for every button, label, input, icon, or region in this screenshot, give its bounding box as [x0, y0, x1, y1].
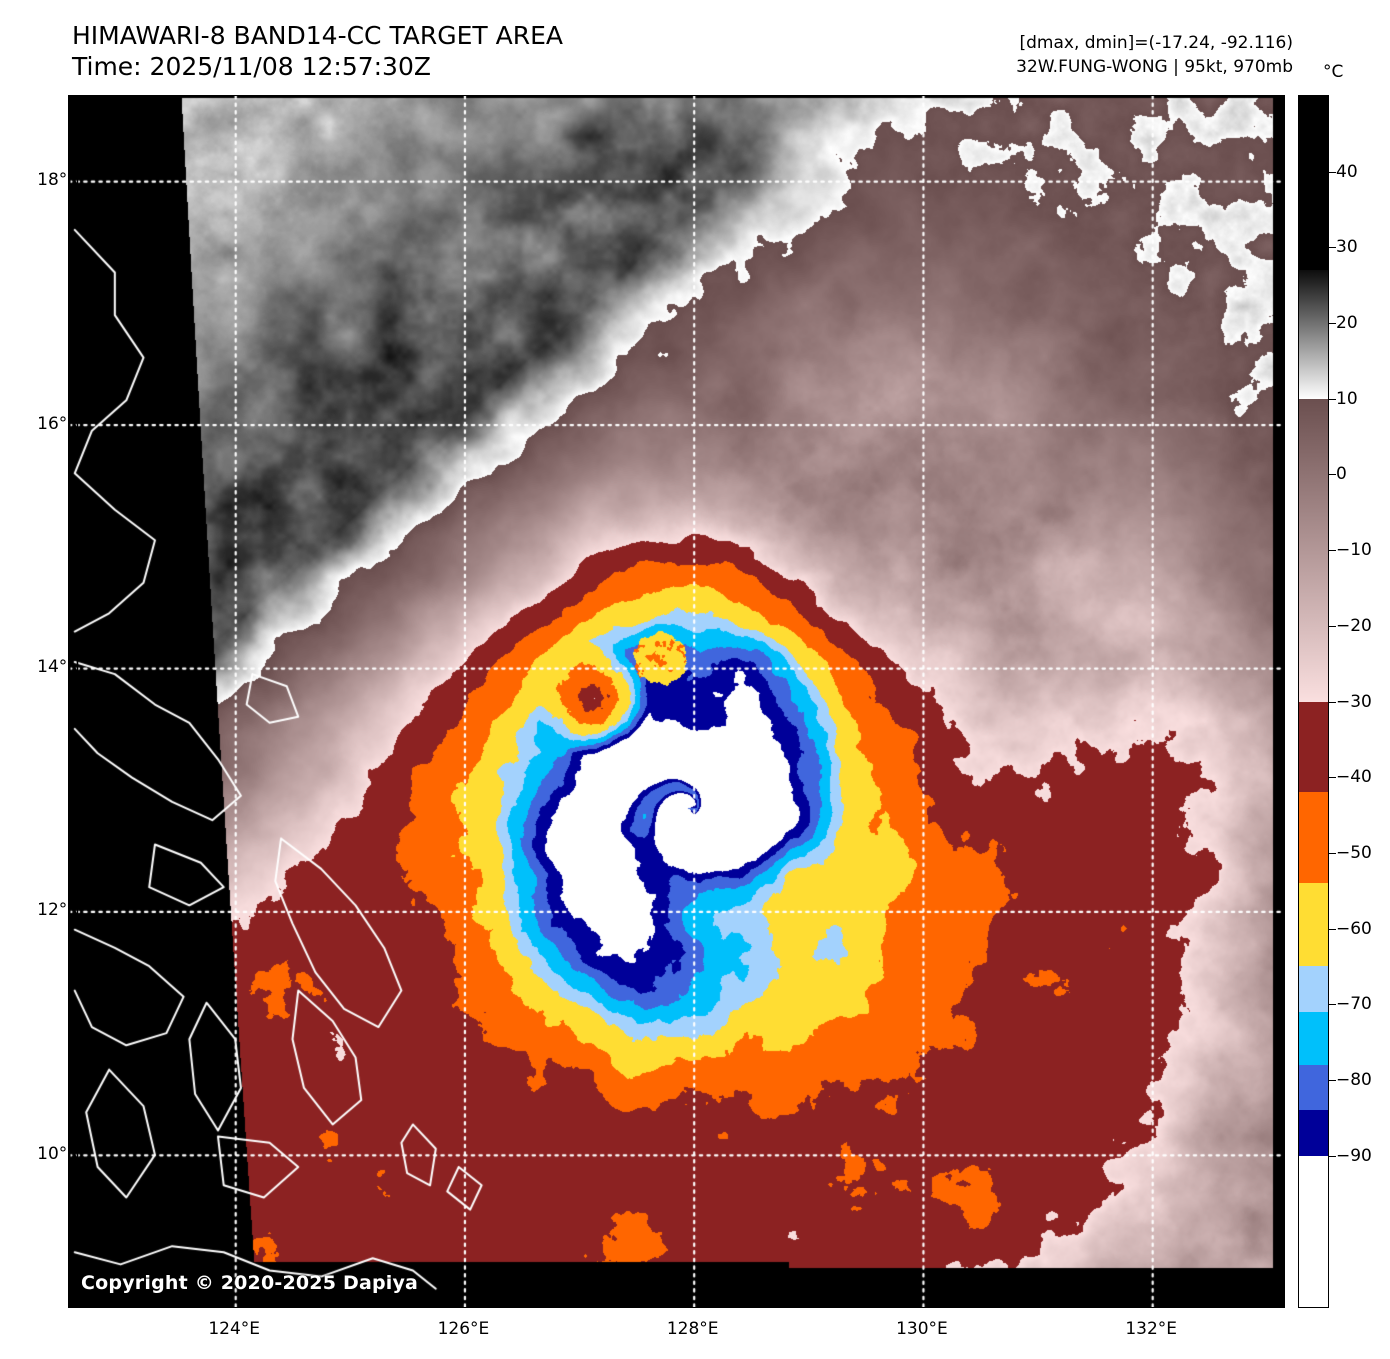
- colorbar-tick-label: 10: [1336, 388, 1358, 409]
- colorbar-tick-label: −10: [1336, 540, 1372, 561]
- x-axis-tick-label: 130°E: [896, 1319, 948, 1339]
- colorbar-tick-label: −50: [1336, 842, 1372, 863]
- colorbar-tick-mark: [1329, 398, 1336, 400]
- y-axis-tick-label: 10°N: [37, 1143, 80, 1164]
- x-axis-tick-label: 126°E: [437, 1319, 490, 1339]
- colorbar-tick-label: −60: [1336, 918, 1372, 939]
- y-axis-tick-label: 18°N: [37, 170, 80, 191]
- y-axis-tick-label: 12°N: [37, 900, 80, 921]
- colorbar-tick-mark: [1329, 1004, 1336, 1006]
- colorbar-unit-label: °C: [1323, 62, 1344, 82]
- colorbar-tick-label: −20: [1336, 615, 1372, 636]
- colorbar-tick-label: −30: [1336, 691, 1372, 712]
- colorbar-tick-mark: [1329, 852, 1336, 854]
- colorbar-segment: [1299, 1155, 1328, 1307]
- page-title: HIMAWARI-8 BAND14-CC TARGET AREA: [72, 21, 564, 50]
- colorbar-segment: [1299, 1110, 1328, 1156]
- storm-info-label: 32W.FUNG-WONG | 95kt, 970mb: [1016, 57, 1293, 77]
- timestamp-label: Time: 2025/11/08 12:57:30Z: [72, 52, 431, 81]
- colorbar-segment: [1299, 398, 1328, 702]
- title-block: HIMAWARI-8 BAND14-CC TARGET AREA Time: 2…: [72, 20, 772, 82]
- colorbar-tick-mark: [1329, 323, 1336, 325]
- colorbar-tick-label: 30: [1336, 237, 1358, 258]
- colorbar-tick-label: 20: [1336, 313, 1358, 334]
- y-axis-tick-label: 14°N: [37, 657, 80, 678]
- colorbar-tick-mark: [1329, 777, 1336, 779]
- colorbar-tick-mark: [1329, 247, 1336, 249]
- colorbar-tick-mark: [1329, 701, 1336, 703]
- colorbar-tick-label: −90: [1336, 1145, 1372, 1166]
- colorbar-segment: [1299, 966, 1328, 1012]
- colorbar-tick-mark: [1329, 928, 1336, 930]
- colorbar-segment: [1299, 270, 1328, 399]
- satellite-image-plot[interactable]: Copyright © 2020-2025 Dapiya: [68, 95, 1285, 1308]
- copyright-label: Copyright © 2020-2025 Dapiya: [81, 1272, 419, 1294]
- colorbar-segment: [1299, 883, 1328, 967]
- metadata-block: [dmax, dmin]=(-17.24, -92.116) 32W.FUNG-…: [1016, 31, 1293, 79]
- colorbar-tick-label: 0: [1336, 464, 1347, 485]
- colorbar-tick-label: 40: [1336, 161, 1358, 182]
- colorbar-tick-mark: [1329, 1155, 1336, 1157]
- x-axis-tick-label: 128°E: [666, 1319, 719, 1339]
- colorbar-segment: [1299, 792, 1328, 884]
- colorbar-tick-mark: [1329, 550, 1336, 552]
- colorbar-tick-mark: [1329, 474, 1336, 476]
- colorbar-segment: [1299, 96, 1328, 271]
- colorbar-tick-mark: [1329, 171, 1336, 173]
- colorbar-tick-label: −80: [1336, 1069, 1372, 1090]
- colorbar-tick-mark: [1329, 625, 1336, 627]
- colorbar-segment: [1299, 1011, 1328, 1065]
- colorbar-tick-label: −40: [1336, 767, 1372, 788]
- colorbar-tick-mark: [1329, 1079, 1336, 1081]
- colorbar-tick-label: −70: [1336, 994, 1372, 1015]
- satellite-ir-canvas: [69, 96, 1284, 1307]
- x-axis-tick-label: 124°E: [208, 1319, 261, 1339]
- colorbar: [1298, 95, 1329, 1308]
- x-axis-tick-label: 132°E: [1125, 1319, 1178, 1339]
- y-axis-tick-label: 16°N: [37, 413, 80, 434]
- colorbar-segment: [1299, 701, 1328, 793]
- dmax-dmin-label: [dmax, dmin]=(-17.24, -92.116): [1019, 33, 1294, 53]
- colorbar-segment: [1299, 1064, 1328, 1111]
